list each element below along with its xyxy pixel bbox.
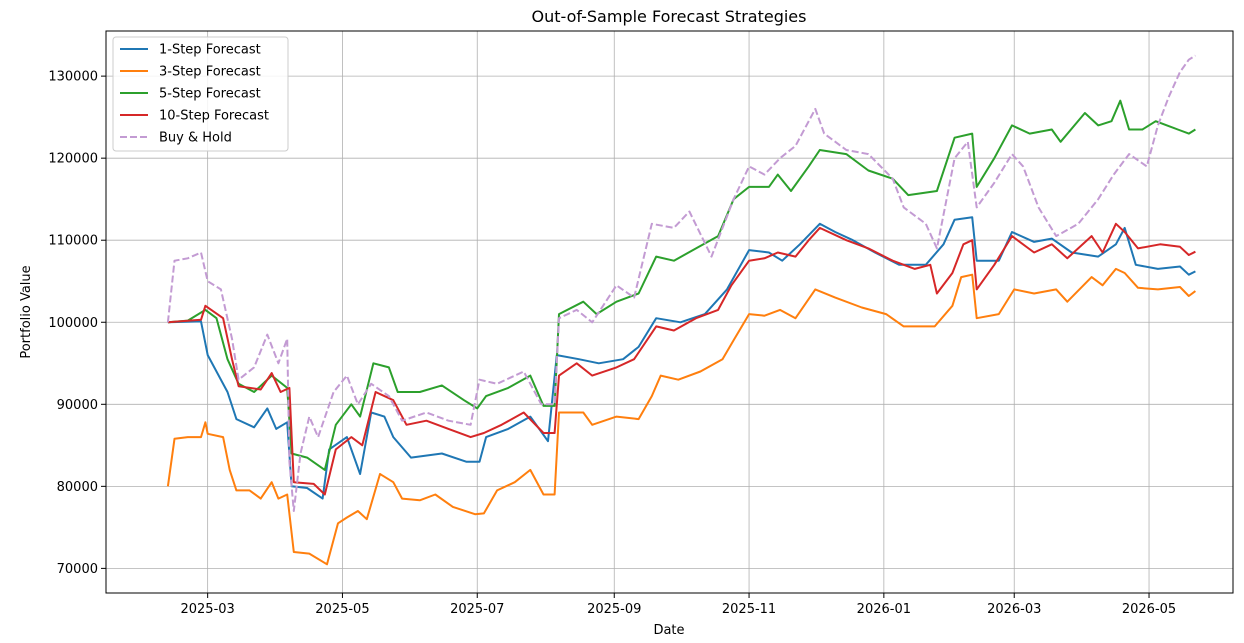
- y-tick-label: 70000: [57, 562, 98, 577]
- x-tick-label: 2026-05: [1122, 602, 1176, 617]
- chart-title: Out-of-Sample Forecast Strategies: [532, 7, 807, 26]
- legend-label: 1-Step Forecast: [159, 43, 261, 58]
- y-tick-label: 120000: [48, 152, 98, 167]
- plot-frame: [105, 30, 1234, 594]
- series-line-10-step-forecast: [167, 222, 1196, 496]
- y-tick-label: 80000: [57, 480, 98, 495]
- series-lines: [166, 54, 1196, 566]
- x-tick-label: 2025-09: [587, 602, 641, 617]
- x-tick-label: 2025-05: [315, 602, 369, 617]
- x-axis-label: Date: [653, 623, 684, 638]
- y-tick-label: 90000: [57, 398, 98, 413]
- x-tick-label: 2025-03: [180, 602, 234, 617]
- x-tick-label: 2026-01: [857, 602, 911, 617]
- legend: 1-Step Forecast 3-Step Forecast 5-Step For…: [112, 36, 289, 152]
- y-tick-label: 110000: [48, 234, 98, 249]
- y-tick-label: 100000: [48, 316, 98, 331]
- series-line-1-step-forecast: [167, 216, 1196, 500]
- y-tick-label: 130000: [48, 70, 98, 85]
- y-axis-ticks: 70000 80000 90000 100000 110000 120000 130000: [48, 70, 106, 577]
- x-axis-ticks: 2025-03 2025-05 2025-07 2025-09 2025-11 2026-…: [180, 593, 1176, 617]
- legend-box: [112, 36, 289, 152]
- y-axis-label: Portfolio Value: [19, 265, 34, 358]
- x-tick-label: 2025-07: [450, 602, 504, 617]
- x-tick-label: 2025-11: [722, 602, 776, 617]
- x-tick-label: 2026-03: [987, 602, 1041, 617]
- legend-label: 10-Step Forecast: [159, 109, 269, 124]
- series-line-5-step-forecast: [167, 99, 1196, 471]
- legend-label: Buy & Hold: [159, 131, 232, 146]
- legend-label: 5-Step Forecast: [159, 87, 261, 102]
- series-line-buy-hold: [166, 54, 1196, 512]
- legend-label: 3-Step Forecast: [159, 65, 261, 80]
- series-line-3-step-forecast: [166, 267, 1196, 566]
